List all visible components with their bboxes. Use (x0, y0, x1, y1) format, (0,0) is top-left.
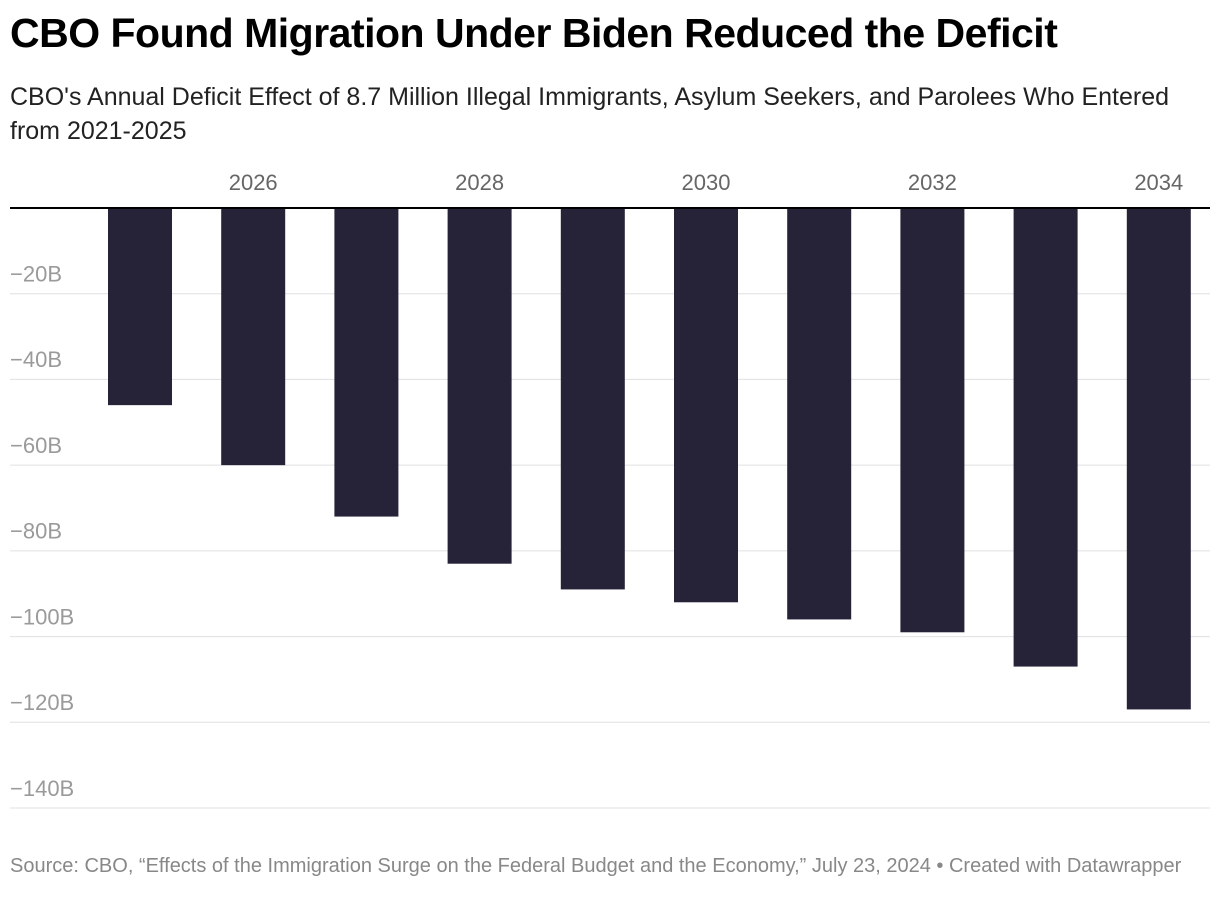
y-tick-label: −60B (10, 433, 62, 458)
bar (221, 208, 286, 466)
bar (108, 208, 172, 406)
x-tick-label: 2032 (908, 170, 957, 195)
bar (1013, 208, 1078, 667)
bar (674, 208, 738, 603)
x-tick-label: 2030 (682, 170, 731, 195)
chart: −20B −40B −60B −80B −100B −120B −140B 2026 2028 2… (10, 170, 1210, 809)
source-note: Source: CBO, “Effects of the Immigration… (10, 855, 1182, 877)
bar (447, 208, 512, 564)
x-tick-label: 2034 (1134, 170, 1183, 195)
y-tick-label: −20B (10, 262, 62, 287)
bar (334, 208, 399, 517)
x-tick-label: 2028 (455, 170, 504, 195)
x-tick-label: 2026 (229, 170, 278, 195)
chart-subtitle: CBO's Annual Deficit Effect of 8.7 Milli… (10, 83, 1170, 145)
y-tick-label: −140B (10, 776, 74, 801)
bar (900, 208, 965, 633)
y-tick-label: −100B (10, 604, 74, 629)
bar (560, 208, 625, 590)
bar (787, 208, 852, 620)
y-tick-label: −120B (10, 690, 74, 715)
y-tick-label: −80B (10, 519, 62, 544)
y-tick-label: −40B (10, 347, 62, 372)
bar (1126, 208, 1191, 710)
chart-title: CBO Found Migration Under Biden Reduced … (10, 10, 1058, 56)
